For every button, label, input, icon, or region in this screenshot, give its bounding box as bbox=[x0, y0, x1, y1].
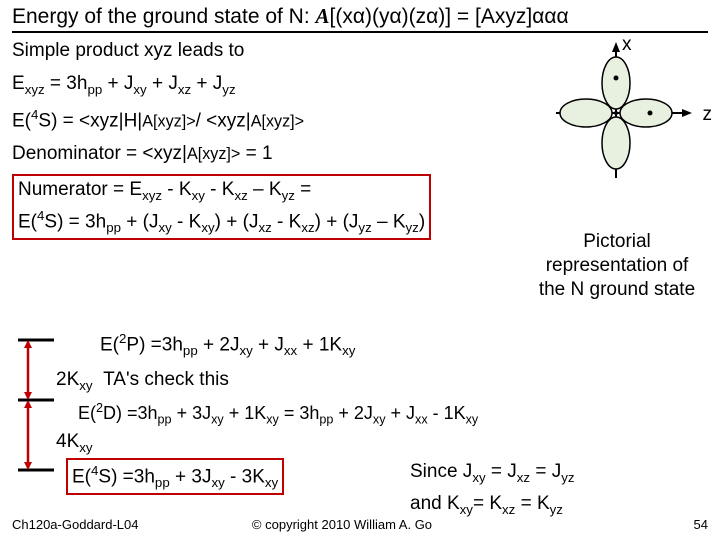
x-axis-arrow bbox=[612, 42, 620, 52]
e4s-box: E(4S) =3hpp + 3Jxy - 3Kxy bbox=[66, 458, 284, 495]
slide-title: Energy of the ground state of N: A[(xα)(… bbox=[12, 4, 708, 33]
lobe-right bbox=[620, 99, 672, 127]
lobe-left bbox=[560, 99, 612, 127]
title-prefix: Energy of the ground state of N: bbox=[12, 5, 316, 28]
x-label: x bbox=[622, 34, 632, 56]
line-2kxy: 2Kxy TA's check this bbox=[56, 368, 229, 394]
numerator-box: Numerator = Exyz - Kxy - Kxz – Kyz = E(4… bbox=[12, 174, 431, 239]
title-mid: [(xα)(yα)(zα)] = [Axyz]ααα bbox=[330, 5, 569, 28]
line-e2d: E(2D) =3hpp + 3Jxy + 1Kxy = 3hpp + 2Jxy … bbox=[78, 400, 478, 428]
line-since-k: and Kxy= Kxz = Kyz bbox=[410, 492, 563, 518]
title-operator: A bbox=[316, 4, 330, 28]
dot-center bbox=[614, 111, 618, 115]
footer-center: © copyright 2010 William A. Go bbox=[252, 517, 432, 532]
z-axis-arrow bbox=[682, 109, 692, 117]
diagram-caption: Pictorial representation of the N ground… bbox=[532, 230, 702, 301]
orbital-diagram: x z bbox=[536, 38, 696, 188]
footer-left: Ch120a-Goddard-L04 bbox=[12, 517, 138, 532]
z-label: z bbox=[703, 104, 713, 126]
dot-right bbox=[648, 111, 653, 116]
lobe-up bbox=[602, 57, 630, 109]
line-e2p: E(2P) =3hpp + 2Jxy + Jxx + 1Kxy bbox=[100, 330, 355, 359]
orbital-svg bbox=[536, 38, 696, 188]
dot-up bbox=[614, 76, 619, 81]
lobe-down bbox=[602, 117, 630, 169]
line-since-j: Since Jxy = Jxz = Jyz bbox=[410, 460, 575, 486]
line-4kxy: 4Kxy bbox=[56, 430, 93, 456]
footer-right: 54 bbox=[694, 517, 708, 532]
energy-arrows bbox=[14, 330, 54, 500]
line-e4s-final: E(4S) =3hpp + 3Jxy - 3Kxy bbox=[72, 462, 278, 491]
line-e4s-expanded: E(4S) = 3hpp + (Jxy - Kxy) + (Jxz - Kxz)… bbox=[18, 207, 425, 236]
line-numerator: Numerator = Exyz - Kxy - Kxz – Kyz = bbox=[18, 178, 425, 204]
